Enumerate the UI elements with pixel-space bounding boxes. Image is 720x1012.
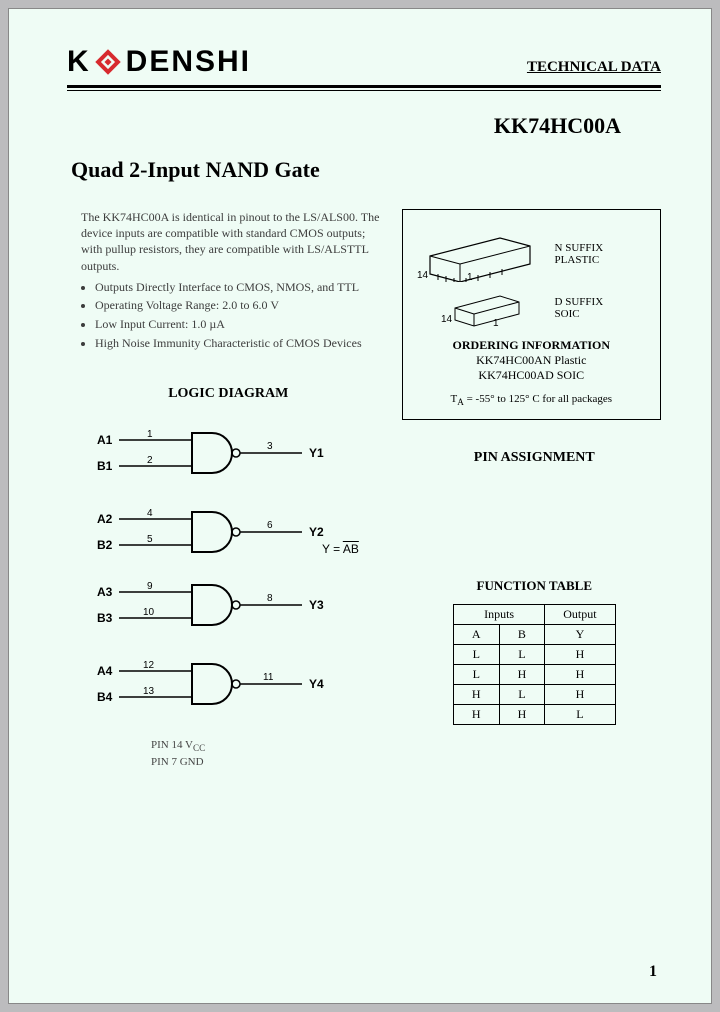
table-header: Inputs <box>453 605 544 625</box>
svg-text:B3: B3 <box>97 611 113 625</box>
svg-text:B2: B2 <box>97 538 113 552</box>
svg-text:Y3: Y3 <box>309 598 324 612</box>
function-table-title: FUNCTION TABLE <box>408 578 661 594</box>
table-cell: Y <box>545 625 615 645</box>
pin-assignment-title: PIN ASSIGNMENT <box>408 450 661 466</box>
page-number: 1 <box>649 963 657 981</box>
svg-text:1: 1 <box>467 272 473 282</box>
svg-text:A2: A2 <box>97 512 113 526</box>
dip-package-icon: 14 1 <box>415 226 545 282</box>
svg-text:6: 6 <box>267 520 273 531</box>
soic-package-row: 14 1 D SUFFIXSOIC <box>415 288 648 328</box>
table-cell: A <box>453 625 499 645</box>
table-cell: B <box>499 625 545 645</box>
right-column: 14 1 N SUFFIXPLASTIC <box>408 209 661 770</box>
ordering-line: KK74HC00AN Plastic <box>415 353 648 368</box>
technical-data-label: TECHNICAL DATA <box>527 59 661 76</box>
left-column: The KK74HC00A is identical in pinout to … <box>67 209 390 770</box>
svg-text:10: 10 <box>143 607 155 618</box>
svg-text:Y4: Y4 <box>309 677 324 691</box>
n-suffix-label: N SUFFIXPLASTIC <box>555 242 604 266</box>
svg-text:8: 8 <box>267 593 273 604</box>
logic-gates: A1 B1 1 2 3 Y1 <box>97 428 390 714</box>
table-cell: H <box>499 705 545 725</box>
logo-diamond-icon <box>94 48 122 76</box>
svg-text:B1: B1 <box>97 459 113 473</box>
table-row: H H L <box>453 705 615 725</box>
svg-text:3: 3 <box>267 441 273 452</box>
svg-text:Y1: Y1 <box>309 446 324 460</box>
svg-text:12: 12 <box>143 660 155 671</box>
svg-text:2: 2 <box>147 455 153 466</box>
datasheet-page: K DENSHI TECHNICAL DATA KK74HC00A Quad 2… <box>8 8 712 1004</box>
svg-text:11: 11 <box>263 672 274 683</box>
table-cell: H <box>545 665 615 685</box>
logo-text: DENSHI <box>126 45 251 79</box>
table-row: H L H <box>453 685 615 705</box>
feature-item: Operating Voltage Range: 2.0 to 6.0 V <box>95 296 390 315</box>
nand-gate-icon: A4 B4 12 13 11 Y4 <box>97 659 357 709</box>
logo-k-letter: K <box>67 45 90 79</box>
table-cell: L <box>499 645 545 665</box>
table-cell: H <box>453 705 499 725</box>
package-ordering-box: 14 1 N SUFFIXPLASTIC <box>402 209 661 420</box>
nand-gate-icon: A1 B1 1 2 3 Y1 <box>97 428 357 478</box>
function-table-wrap: Inputs Output A B Y L L H L <box>408 604 661 725</box>
page-title: Quad 2-Input NAND Gate <box>71 157 661 183</box>
soic-package-icon: 14 1 <box>415 288 545 328</box>
nand-gate: A1 B1 1 2 3 Y1 <box>97 428 390 483</box>
nand-gate: A3 B3 9 10 8 Y3 <box>97 580 390 635</box>
svg-text:A4: A4 <box>97 664 113 678</box>
table-cell: H <box>545 685 615 705</box>
boolean-equation: Y = AB <box>322 542 390 556</box>
nand-gate-icon: A3 B3 9 10 8 Y3 <box>97 580 357 630</box>
svg-text:1: 1 <box>147 429 153 440</box>
header-rule-thick <box>67 85 661 88</box>
feature-item: High Noise Immunity Characteristic of CM… <box>95 334 390 353</box>
svg-text:13: 13 <box>143 686 155 697</box>
svg-text:1: 1 <box>493 318 499 328</box>
ordering-info-title: ORDERING INFORMATION <box>415 338 648 353</box>
table-row: L H H <box>453 665 615 685</box>
table-cell: H <box>453 685 499 705</box>
ordering-line: KK74HC00AD SOIC <box>415 368 648 383</box>
table-row: Inputs Output <box>453 605 615 625</box>
table-cell: L <box>545 705 615 725</box>
content-columns: The KK74HC00A is identical in pinout to … <box>67 209 661 770</box>
intro-paragraph: The KK74HC00A is identical in pinout to … <box>81 209 390 274</box>
table-cell: L <box>499 685 545 705</box>
svg-text:14: 14 <box>441 314 453 325</box>
function-table: Inputs Output A B Y L L H L <box>453 604 616 725</box>
svg-text:B4: B4 <box>97 690 113 704</box>
header: K DENSHI TECHNICAL DATA <box>67 45 661 79</box>
table-cell: L <box>453 645 499 665</box>
nand-gate-icon: A2 B2 4 5 6 Y2 <box>97 507 357 557</box>
svg-text:14: 14 <box>417 270 429 281</box>
header-rule-thin <box>67 90 661 91</box>
feature-item: Outputs Directly Interface to CMOS, NMOS… <box>95 278 390 297</box>
part-number: KK74HC00A <box>67 113 621 139</box>
company-logo: K DENSHI <box>67 45 251 79</box>
feature-list: Outputs Directly Interface to CMOS, NMOS… <box>81 278 390 352</box>
table-header: Output <box>545 605 615 625</box>
nand-gate: A4 B4 12 13 11 Y4 <box>97 659 390 714</box>
table-cell: L <box>453 665 499 685</box>
logic-diagram-title: LOGIC DIAGRAM <box>67 386 390 402</box>
table-cell: H <box>545 645 615 665</box>
svg-text:Y2: Y2 <box>309 525 324 539</box>
svg-text:A1: A1 <box>97 433 113 447</box>
table-cell: H <box>499 665 545 685</box>
svg-text:5: 5 <box>147 534 153 545</box>
svg-text:4: 4 <box>147 508 153 519</box>
dip-package-row: 14 1 N SUFFIXPLASTIC <box>415 226 648 282</box>
d-suffix-label: D SUFFIXSOIC <box>555 296 604 320</box>
table-row: A B Y <box>453 625 615 645</box>
temperature-range: TA = -55° to 125° C for all packages <box>415 393 648 407</box>
svg-text:9: 9 <box>147 581 153 592</box>
svg-text:A3: A3 <box>97 585 113 599</box>
power-pin-note: PIN 14 VCC PIN 7 GND <box>151 738 390 769</box>
table-row: L L H <box>453 645 615 665</box>
feature-item: Low Input Current: 1.0 µA <box>95 315 390 334</box>
